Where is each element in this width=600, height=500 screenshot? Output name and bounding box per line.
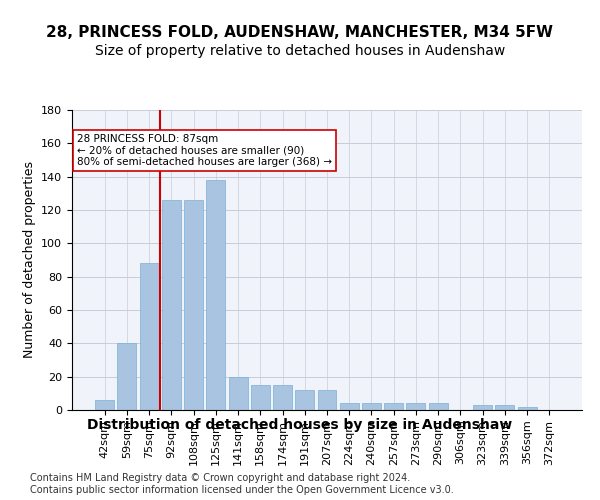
Bar: [229, 376, 248, 410]
Bar: [118, 344, 136, 410]
Bar: [162, 200, 181, 410]
Text: Size of property relative to detached houses in Audenshaw: Size of property relative to detached ho…: [95, 44, 505, 58]
Bar: [362, 404, 381, 410]
Bar: [518, 406, 536, 410]
Bar: [496, 405, 514, 410]
Bar: [473, 405, 492, 410]
Bar: [184, 200, 203, 410]
Bar: [95, 400, 114, 410]
Text: 28, PRINCESS FOLD, AUDENSHAW, MANCHESTER, M34 5FW: 28, PRINCESS FOLD, AUDENSHAW, MANCHESTER…: [47, 25, 554, 40]
Bar: [429, 404, 448, 410]
Bar: [340, 404, 359, 410]
Bar: [384, 404, 403, 410]
Bar: [206, 180, 225, 410]
Text: 28 PRINCESS FOLD: 87sqm
← 20% of detached houses are smaller (90)
80% of semi-de: 28 PRINCESS FOLD: 87sqm ← 20% of detache…: [77, 134, 332, 167]
Text: Distribution of detached houses by size in Audenshaw: Distribution of detached houses by size …: [88, 418, 512, 432]
Bar: [406, 404, 425, 410]
Text: Contains HM Land Registry data © Crown copyright and database right 2024.
Contai: Contains HM Land Registry data © Crown c…: [30, 474, 454, 495]
Y-axis label: Number of detached properties: Number of detached properties: [23, 162, 35, 358]
Bar: [273, 385, 292, 410]
Bar: [295, 390, 314, 410]
Bar: [317, 390, 337, 410]
Bar: [140, 264, 158, 410]
Bar: [251, 385, 270, 410]
